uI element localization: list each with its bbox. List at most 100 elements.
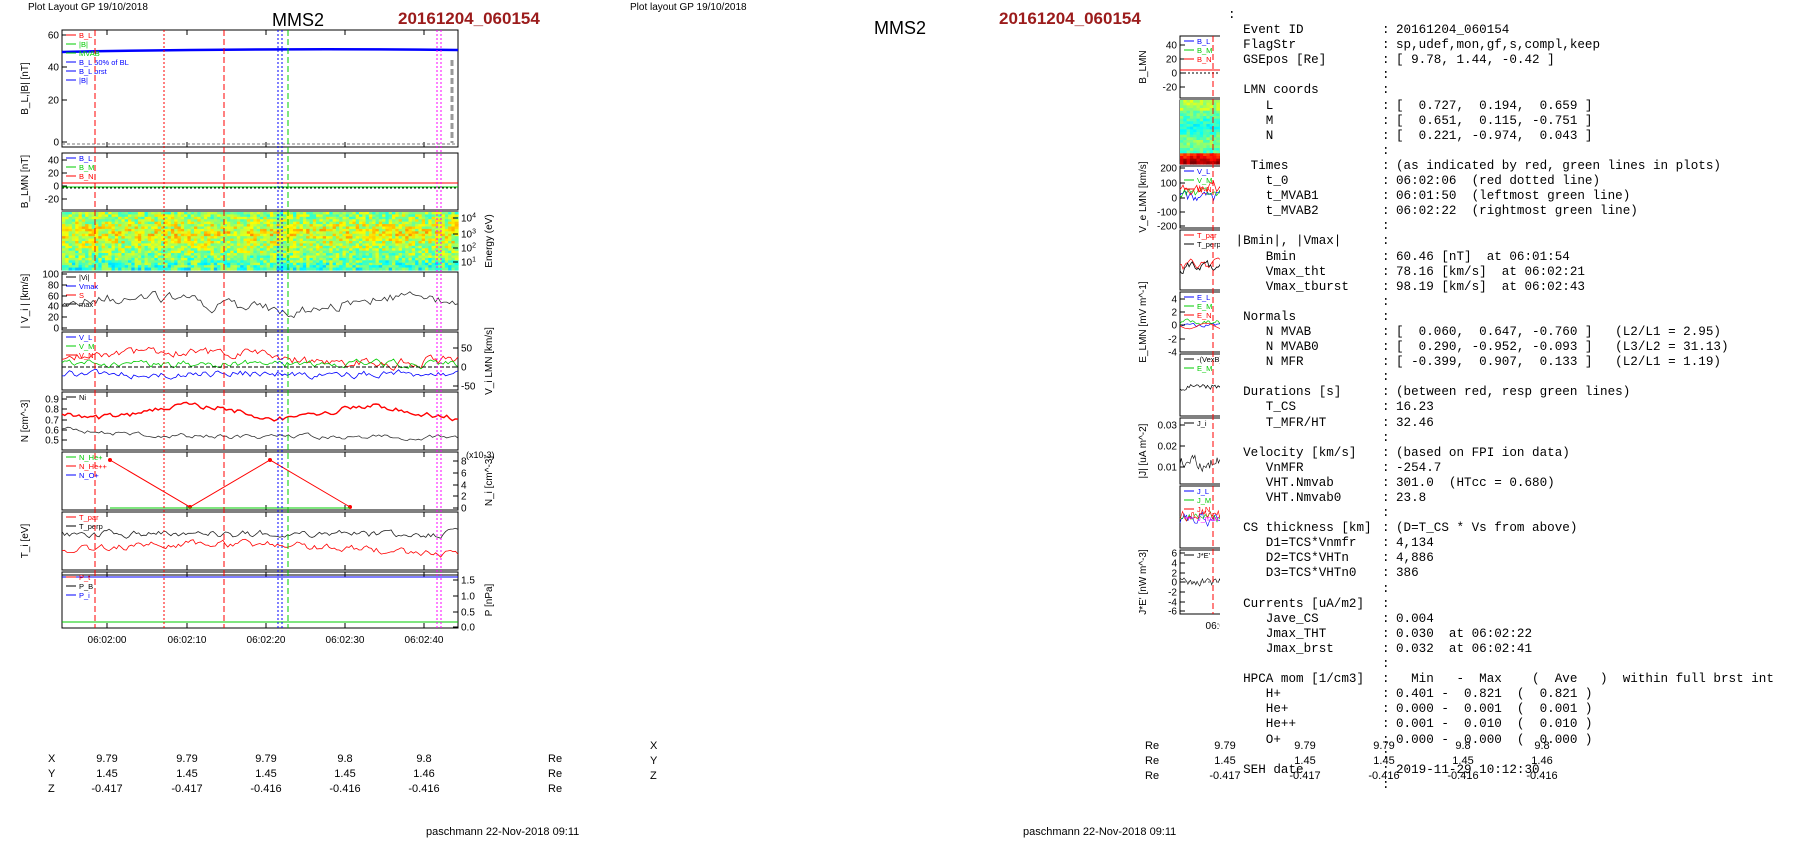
spectrogram-cell (81, 214, 86, 218)
spectrogram-cell (220, 212, 225, 216)
spectrogram-cell (95, 231, 99, 235)
spectrogram-cell (322, 243, 327, 247)
spectrogram-cell (88, 257, 93, 261)
spectrogram-cell (144, 267, 149, 271)
spectrogram-cell (289, 226, 294, 230)
spectrogram-cell (131, 233, 136, 237)
spectrogram-cell (444, 214, 449, 218)
spectrogram-cell (355, 257, 360, 261)
spectrogram-cell (220, 226, 225, 230)
spectrogram-cell (121, 231, 126, 235)
spectrogram-cell (203, 250, 208, 254)
legend-label: B_L (1197, 37, 1210, 46)
spectrogram-cell (167, 253, 172, 257)
spectrogram-cell (283, 238, 287, 242)
spectrogram-cell (299, 243, 304, 247)
spectrogram-cell (71, 233, 76, 237)
spectrogram-cell (342, 224, 347, 228)
spectrogram-cell (151, 216, 155, 220)
spectrogram-cell (194, 245, 198, 249)
spectrogram-cell (329, 238, 334, 242)
spectrogram-cell (299, 214, 304, 218)
spectrogram-cell (448, 228, 452, 232)
spectrogram-cell (263, 241, 268, 245)
spectrogram-cell (253, 241, 258, 245)
spectrogram-cell (385, 255, 390, 259)
spectrogram-cell (1183, 102, 1188, 106)
spectrogram-cell (256, 233, 261, 237)
spectrogram-cell (316, 265, 320, 269)
spectrogram-cell (302, 241, 307, 245)
spectrogram-cell (322, 262, 327, 266)
spectrogram-cell (118, 267, 122, 271)
spectrogram-cell (253, 250, 258, 254)
spectrogram-cell (256, 250, 261, 254)
spectrogram-cell (273, 265, 278, 269)
spectrogram-cell (418, 238, 423, 242)
spectrogram-cell (362, 255, 367, 259)
spectrogram-cell (299, 253, 304, 257)
spectrogram-cell (1203, 116, 1207, 120)
spectrogram-cell (382, 265, 386, 269)
spectrogram-cell (263, 221, 268, 225)
spectrogram-cell (319, 231, 324, 235)
spectrogram-cell (1206, 113, 1211, 117)
spectrogram-cell (431, 243, 436, 247)
spectrogram-cell (190, 257, 195, 261)
spectrogram-cell (213, 224, 218, 228)
spectrogram-cell (88, 238, 93, 242)
spectrogram-cell (180, 224, 185, 228)
spectrogram-cell (1213, 110, 1217, 114)
spectrogram-cell (227, 216, 231, 220)
spectrogram-cell (273, 241, 278, 245)
spectrogram-cell (190, 219, 195, 223)
spectrogram-cell (296, 224, 301, 228)
spectrogram-cell (128, 253, 132, 257)
spectrogram-cell (395, 245, 400, 249)
spectrogram-cell (312, 226, 317, 230)
spectrogram-cell (454, 233, 459, 237)
spectrogram-cell (444, 216, 449, 220)
spectrogram-cell (385, 262, 390, 266)
spectrogram-cell (203, 238, 208, 242)
spectrogram-cell (375, 231, 380, 235)
spectrogram-cell (134, 241, 139, 245)
spectrogram-cell (121, 224, 126, 228)
spectrogram-cell (246, 243, 251, 247)
spectrogram-cell (342, 241, 347, 245)
spectrogram-cell (431, 241, 436, 245)
spectrogram-cell (385, 226, 390, 230)
spectrogram-cell (243, 267, 248, 271)
spectrogram-cell (339, 233, 344, 237)
spectrogram-cell (1196, 110, 1201, 114)
spectrogram-cell (378, 265, 383, 269)
spectrogram-cell (382, 226, 386, 230)
spectrogram-cell (263, 255, 268, 259)
spectrogram-cell (425, 216, 429, 220)
spectrogram-cell (1216, 113, 1220, 117)
spectrogram-cell (101, 238, 106, 242)
spectrogram-cell (121, 243, 126, 247)
spectrogram-cell (299, 238, 304, 242)
spectrogram-cell (75, 241, 80, 245)
spectrogram-cell (174, 245, 179, 249)
spectrogram-cell (157, 262, 162, 266)
spectrogram-cell (375, 245, 380, 249)
spectrogram-cell (1203, 129, 1207, 133)
spectrogram-cell (408, 216, 413, 220)
spectrogram-cell (293, 216, 297, 220)
spectrogram-cell (137, 267, 142, 271)
spectrogram-cell (256, 245, 261, 249)
spectrogram-cell (349, 248, 353, 252)
legend-label: S (79, 291, 84, 300)
spectrogram-cell (431, 265, 436, 269)
spectrogram-cell (91, 248, 96, 252)
spectrogram-cell (213, 241, 218, 245)
spectrogram-cell (339, 216, 344, 220)
spectrogram-cell (1209, 118, 1214, 122)
y-tick-label: 20 (1166, 55, 1178, 66)
spectrogram-cell (431, 262, 436, 266)
spectrogram-cell (167, 238, 172, 242)
spectrogram-cell (326, 224, 330, 228)
spectrogram-cell (441, 214, 446, 218)
